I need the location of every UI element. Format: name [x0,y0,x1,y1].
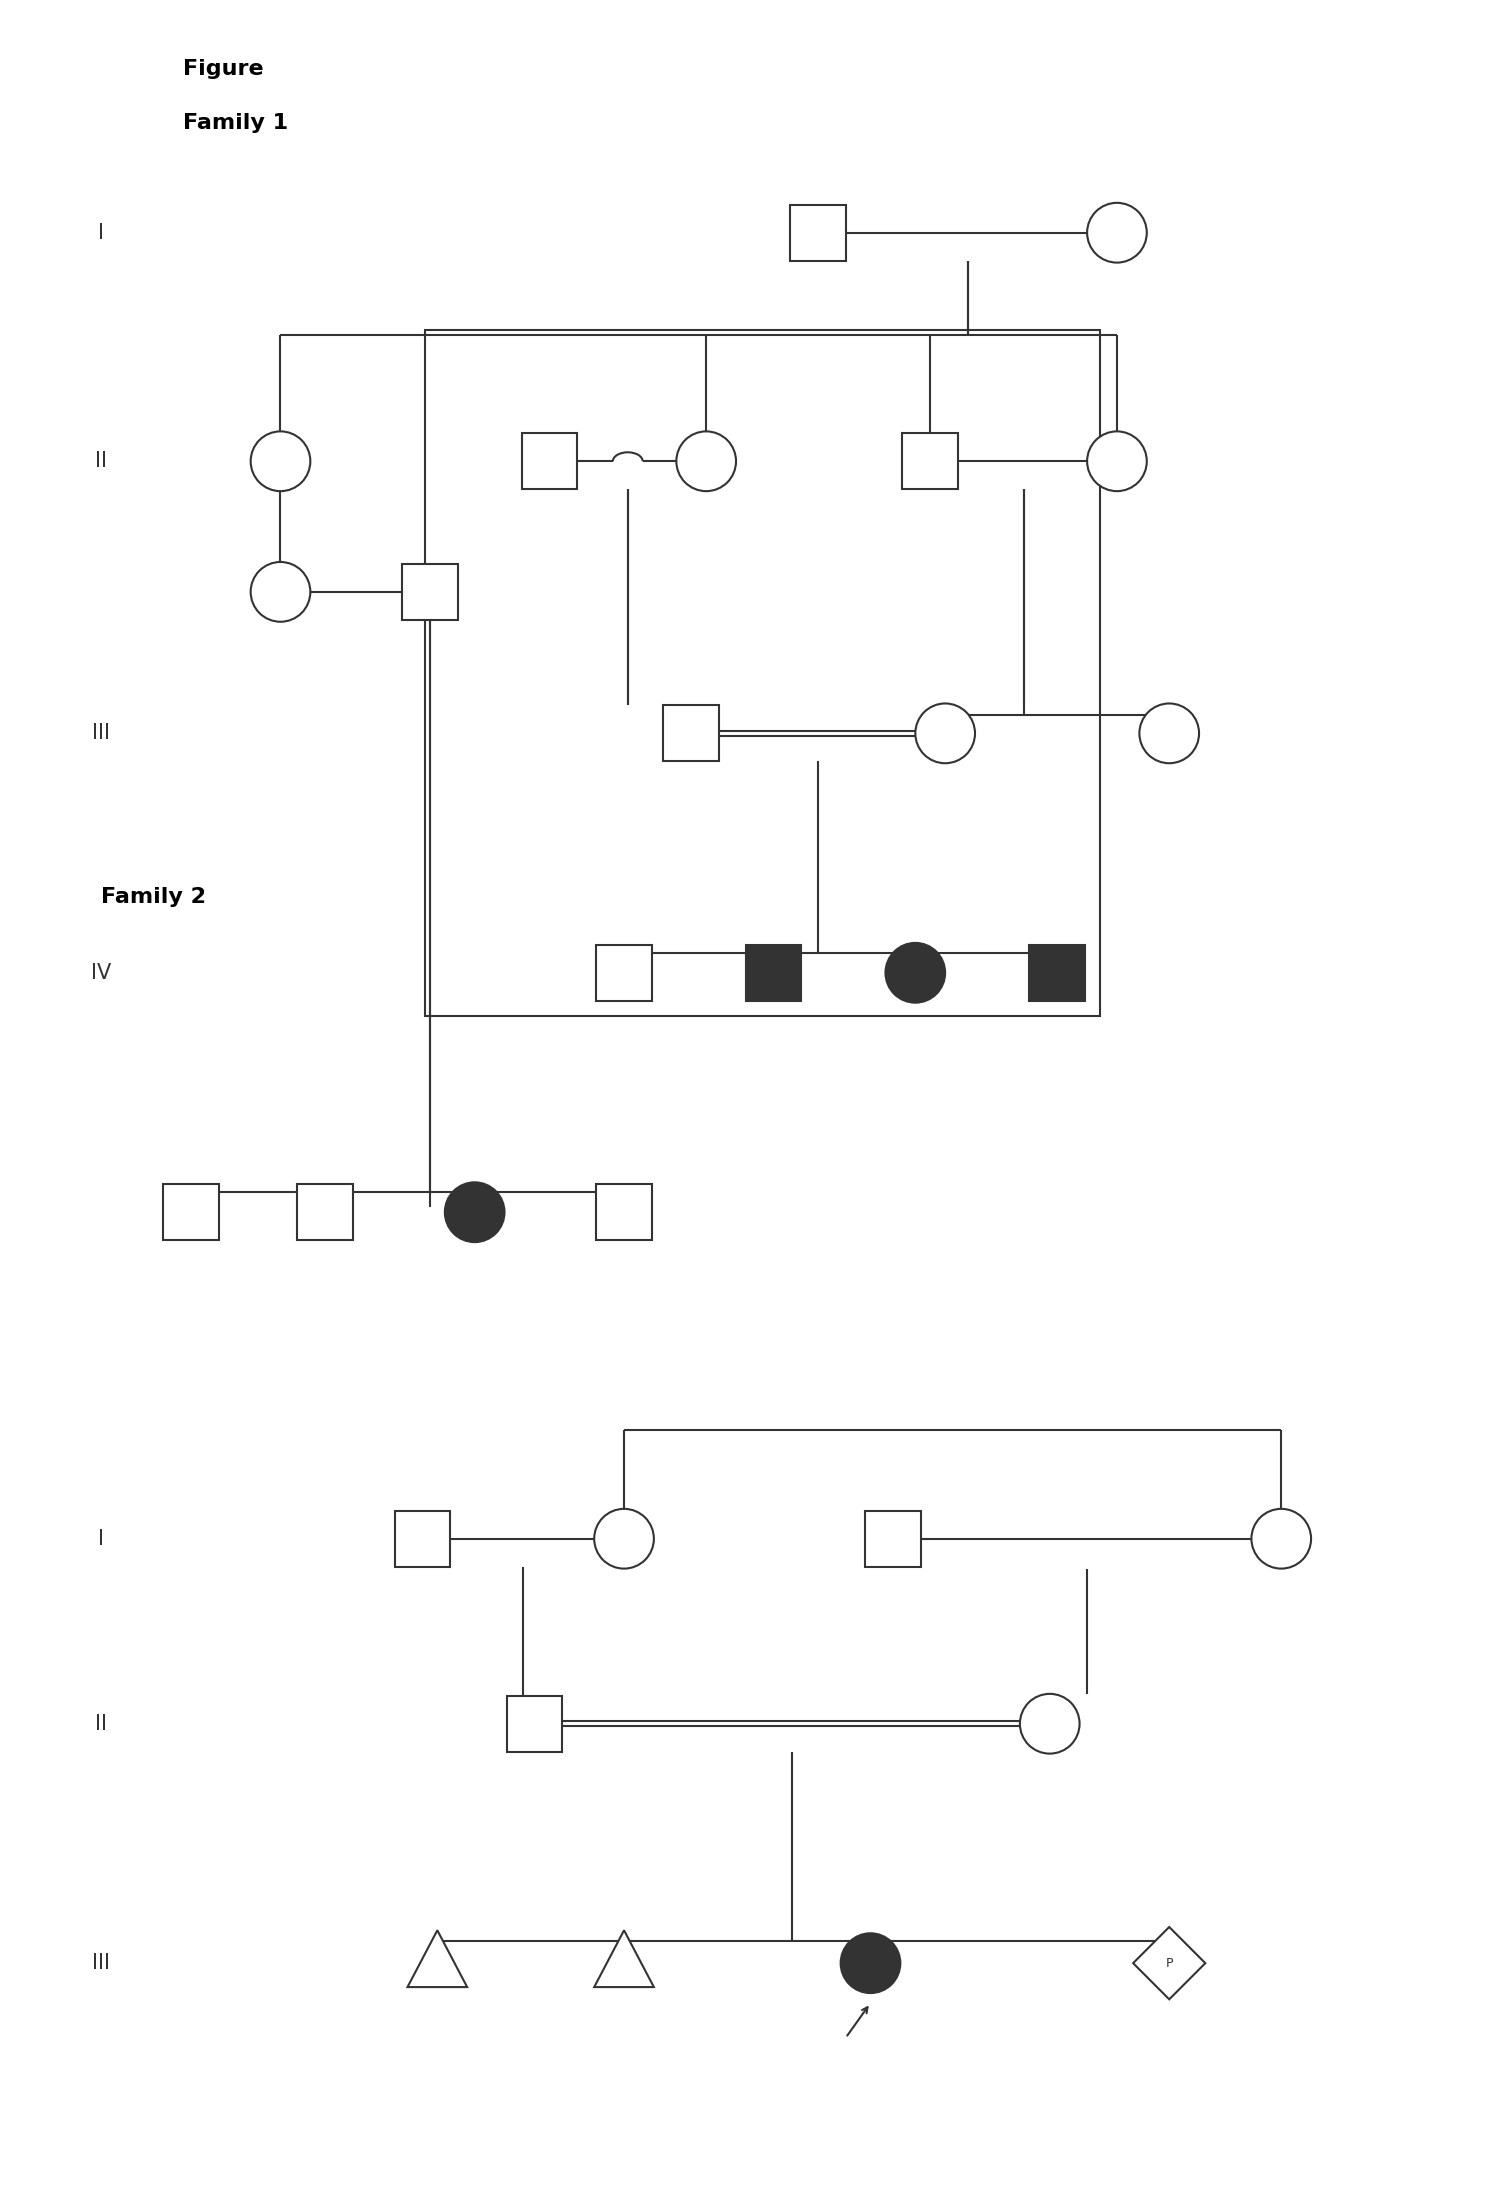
Bar [395,1510,451,1567]
Bar [1029,944,1084,1001]
Bar [403,564,458,621]
Ellipse shape [1140,704,1199,763]
Text: I: I [98,1530,104,1549]
Text: Figure: Figure [183,59,264,79]
Text: II: II [95,452,107,472]
Ellipse shape [886,944,945,1003]
Text: II: II [95,1713,107,1733]
Bar [521,433,577,489]
Bar [790,205,846,260]
Bar [425,330,1099,1016]
Ellipse shape [1087,430,1148,492]
Bar [865,1510,921,1567]
Ellipse shape [251,562,311,623]
Text: III: III [92,1953,110,1973]
Polygon shape [595,1929,653,1986]
Ellipse shape [595,1510,653,1569]
Text: P: P [1166,1956,1173,1969]
Text: I: I [98,223,104,243]
Ellipse shape [445,1182,505,1241]
Bar [903,433,958,489]
Bar [745,944,801,1001]
Ellipse shape [915,704,975,763]
Text: Family 1: Family 1 [183,114,288,133]
Ellipse shape [1020,1693,1080,1755]
Text: IV: IV [92,964,111,983]
Ellipse shape [251,430,311,492]
Bar [664,706,719,760]
Text: Family 2: Family 2 [101,887,206,907]
Bar [164,1184,219,1241]
Text: III: III [92,723,110,743]
Ellipse shape [841,1934,900,1993]
Bar [506,1696,562,1752]
Ellipse shape [676,430,736,492]
Bar [297,1184,353,1241]
Ellipse shape [1251,1510,1311,1569]
Bar [596,944,652,1001]
Polygon shape [407,1929,467,1986]
Polygon shape [1133,1927,1205,1999]
Ellipse shape [1087,203,1148,262]
Bar [596,1184,652,1241]
